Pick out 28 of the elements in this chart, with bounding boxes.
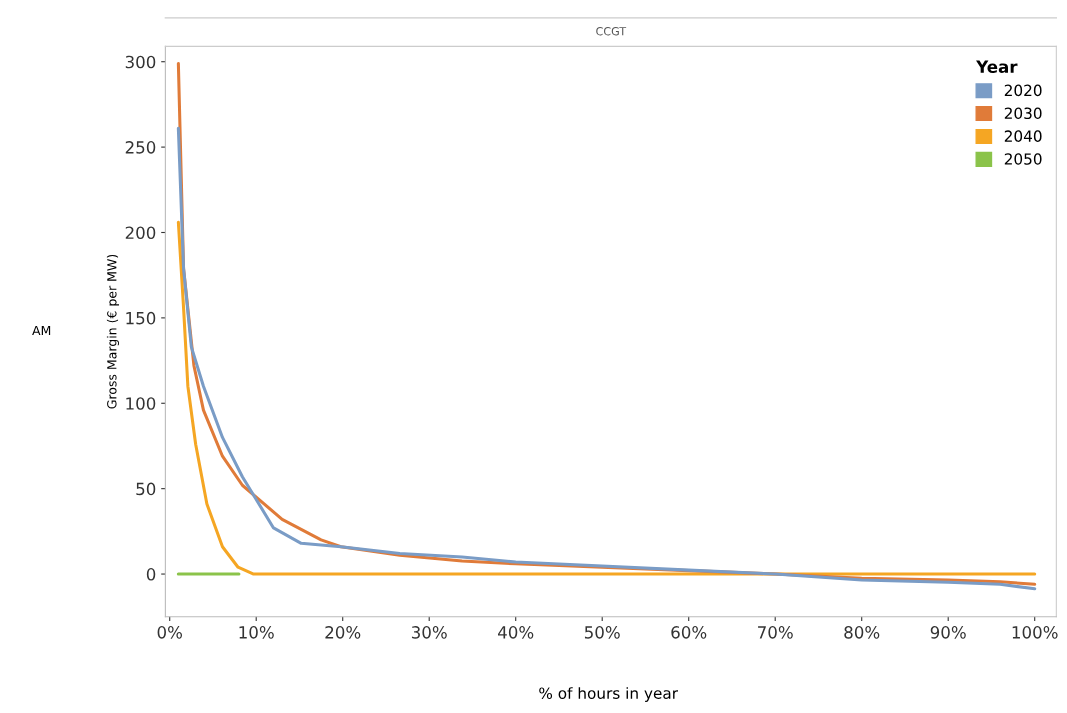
x-tick-label: 40% (498, 626, 534, 639)
text: AM (32, 325, 51, 335)
y-tick-label: 100 (126, 397, 156, 410)
x-tick-label: 90% (930, 626, 966, 639)
x-axis-title: % of hours in year (539, 687, 679, 702)
legend-label: 2040 (1004, 130, 1042, 142)
x-tick-label: 50% (584, 626, 620, 639)
legend-label: 2050 (1004, 153, 1042, 165)
x-tick-label: 60% (671, 626, 707, 639)
x-tick-label: 30% (411, 626, 447, 639)
chart-title: CCGT (596, 26, 627, 36)
x-tick-label: 100% (1012, 626, 1058, 639)
y-tick-label: 0 (146, 568, 156, 581)
y-axis-title: Gross Margin (€ per MW) (106, 254, 119, 409)
y-tick-label: 50 (136, 482, 156, 496)
x-tick-label: 80% (844, 626, 880, 639)
y-tick-label: 250 (125, 141, 156, 154)
line-series (176, 220, 1037, 576)
x-tick-label: 70% (758, 626, 793, 639)
y-tick-label: 300 (125, 55, 156, 69)
legend-label: 2030 (1004, 107, 1042, 120)
legend-label: 2020 (1004, 84, 1042, 97)
x-tick-label: 20% (325, 626, 361, 639)
x-tick-label: 10% (239, 626, 274, 639)
y-tick-label: 150 (126, 311, 156, 325)
legend-title: Year (976, 60, 1018, 73)
x-tick-label: 0% (157, 626, 183, 639)
y-tick-label: 200 (125, 226, 156, 240)
